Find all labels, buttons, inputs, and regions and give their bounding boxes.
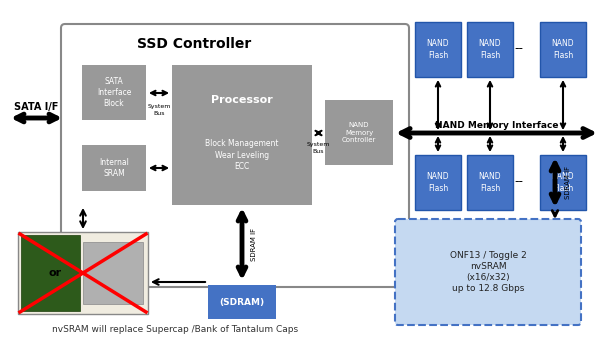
Bar xyxy=(83,242,143,304)
Bar xyxy=(82,65,146,120)
Text: Processor: Processor xyxy=(211,95,273,105)
Bar xyxy=(172,65,312,205)
Bar xyxy=(540,22,586,77)
Text: NAND
Flash: NAND Flash xyxy=(427,39,449,60)
Bar xyxy=(467,22,513,77)
Bar xyxy=(540,155,586,210)
Text: NAND
Memory
Controller: NAND Memory Controller xyxy=(342,122,376,143)
Text: --: -- xyxy=(515,42,523,56)
Text: ONF13 / Toggle 2
nvSRAM
(x16/x32)
up to 12.8 Gbps: ONF13 / Toggle 2 nvSRAM (x16/x32) up to … xyxy=(449,251,526,293)
Text: SATA
Interface
Block: SATA Interface Block xyxy=(97,77,131,108)
Bar xyxy=(208,285,276,319)
Text: SDRAM IF: SDRAM IF xyxy=(565,166,571,199)
Bar xyxy=(467,155,513,210)
Bar xyxy=(18,232,148,314)
FancyBboxPatch shape xyxy=(61,24,409,287)
Text: (SDRAM): (SDRAM) xyxy=(220,297,265,306)
Bar xyxy=(21,235,79,311)
Text: NAND
Flash: NAND Flash xyxy=(551,39,574,60)
Text: nvSRAM will replace Supercap /Bank of Tantalum Caps: nvSRAM will replace Supercap /Bank of Ta… xyxy=(52,325,298,335)
FancyBboxPatch shape xyxy=(395,219,581,325)
Text: NAND
Flash: NAND Flash xyxy=(479,39,502,60)
Text: or: or xyxy=(49,268,62,278)
Text: --: -- xyxy=(515,176,523,188)
Text: NAND
Flash: NAND Flash xyxy=(427,172,449,193)
Text: Internal
SRAM: Internal SRAM xyxy=(99,158,129,178)
Text: SSD Controller: SSD Controller xyxy=(137,37,251,51)
Bar xyxy=(415,155,461,210)
Text: Block Management
Wear Leveling
ECC: Block Management Wear Leveling ECC xyxy=(205,139,279,170)
Text: System
Bus: System Bus xyxy=(307,142,329,154)
Text: System
Bus: System Bus xyxy=(148,105,170,116)
Bar xyxy=(325,100,393,165)
Text: SATA I/F: SATA I/F xyxy=(14,102,58,112)
Text: SDRAM IF: SDRAM IF xyxy=(251,227,257,260)
Text: NAND
Flash: NAND Flash xyxy=(551,172,574,193)
Bar xyxy=(415,22,461,77)
Text: NAND
Flash: NAND Flash xyxy=(479,172,502,193)
Text: NAND Memory Interface: NAND Memory Interface xyxy=(435,120,558,129)
Bar xyxy=(82,145,146,191)
